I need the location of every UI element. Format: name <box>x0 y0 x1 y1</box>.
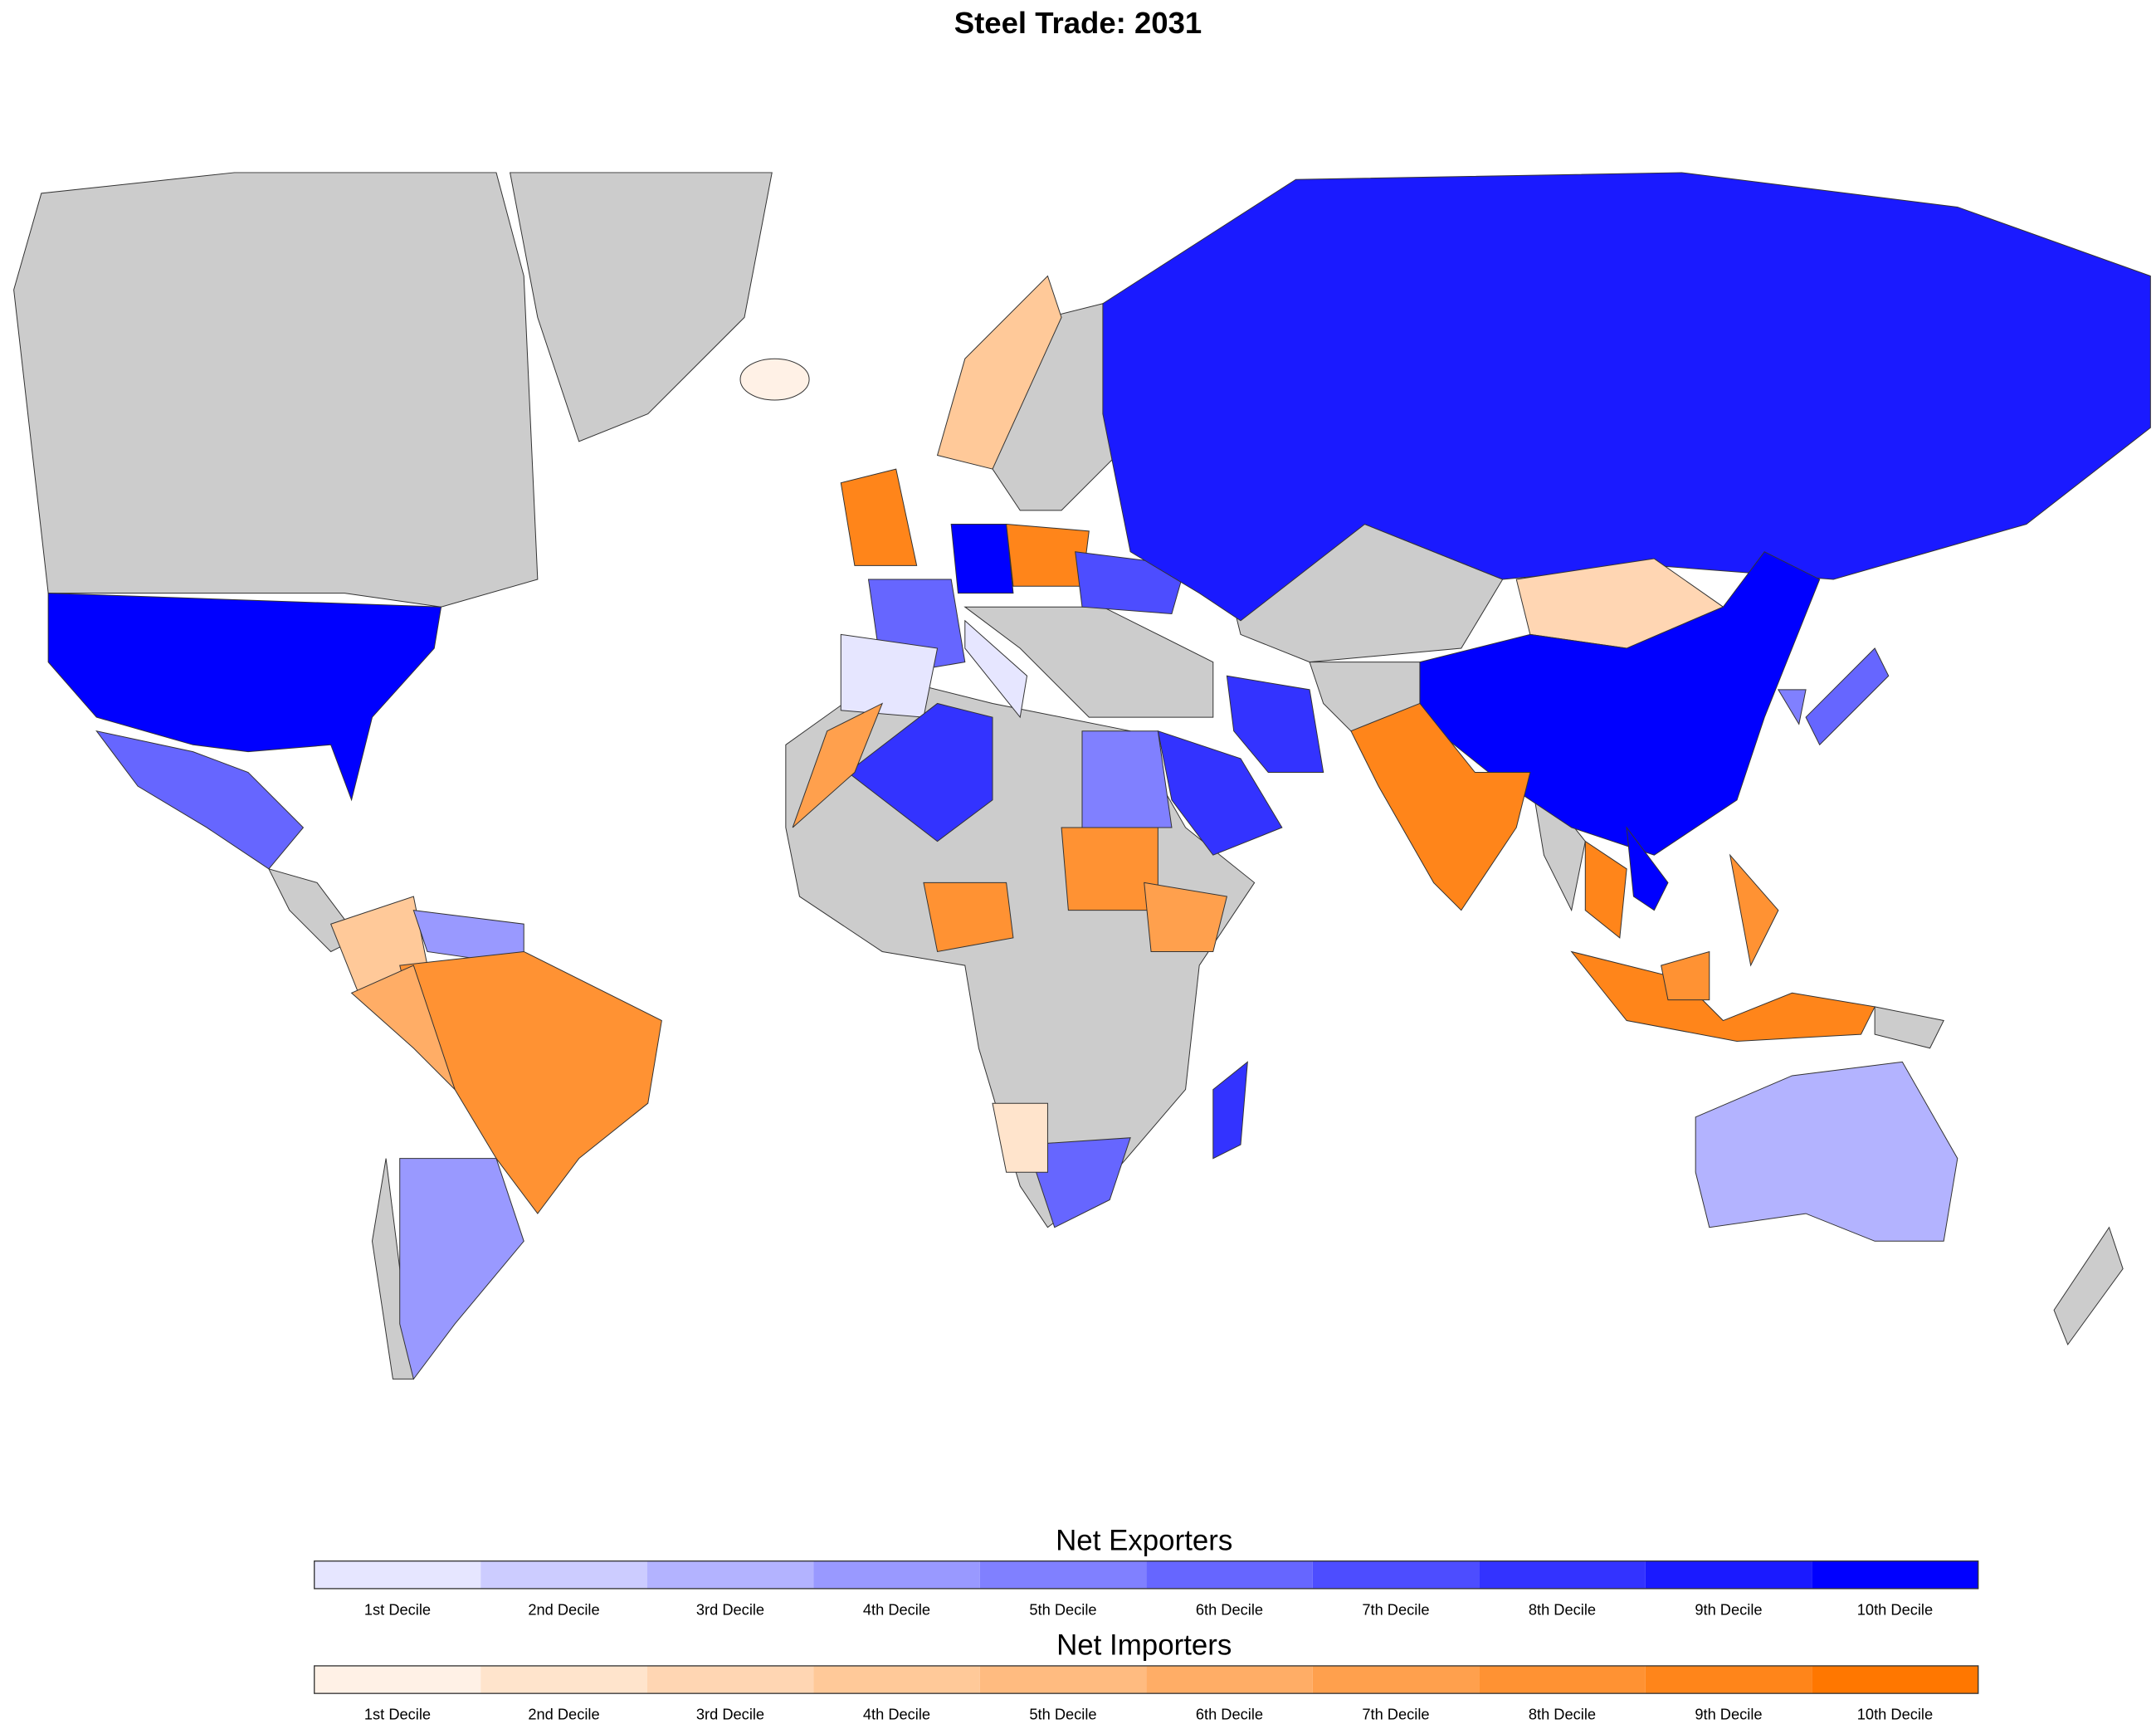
land <box>2053 1226 2124 1346</box>
colorbar-label: 4th Decile <box>863 1600 930 1618</box>
colorbar-segment <box>1479 1560 1646 1589</box>
colorbar-segment <box>1645 1560 1812 1589</box>
country <box>846 702 993 842</box>
colorbar-label: 1st Decile <box>364 1706 431 1723</box>
country <box>1026 1137 1131 1228</box>
colorbar-label: 3rd Decile <box>696 1600 764 1618</box>
colorbar-label: 6th Decile <box>1196 1600 1263 1618</box>
colorbar-label: 2nd Decile <box>528 1600 599 1618</box>
country <box>47 593 442 802</box>
country <box>840 468 918 566</box>
country <box>1661 950 1710 1001</box>
colorbar-segment <box>1479 1665 1646 1694</box>
country <box>399 1158 524 1380</box>
colorbar-label: 10th Decile <box>1857 1706 1933 1723</box>
colorbar-label: 4th Decile <box>863 1706 930 1723</box>
colorbar-label: 2nd Decile <box>528 1706 599 1723</box>
country <box>1350 702 1531 911</box>
map <box>13 172 2151 1380</box>
colorbar-label: 8th Decile <box>1529 1600 1596 1618</box>
colorbar-segment <box>979 1560 1147 1589</box>
colorbar-segment <box>813 1560 980 1589</box>
colorbar-label: 9th Decile <box>1695 1706 1762 1723</box>
colorbar-segment <box>813 1665 980 1694</box>
country <box>1777 689 1807 725</box>
country <box>350 965 456 1090</box>
country <box>1570 950 1876 1042</box>
colorbar-segment <box>480 1560 647 1589</box>
country <box>923 882 1014 953</box>
country <box>950 524 1014 594</box>
colorbar-segment <box>480 1665 647 1694</box>
country <box>1081 730 1173 828</box>
country <box>964 619 1028 719</box>
colorbar-segment <box>1146 1560 1313 1589</box>
country <box>1102 172 2151 622</box>
colorbar-label: 10th Decile <box>1857 1600 1933 1618</box>
country <box>1626 826 1669 911</box>
colorbar-label: 5th Decile <box>1029 1706 1096 1723</box>
colorbar-segment <box>979 1665 1147 1694</box>
legend-title: Net Exporters <box>1056 1524 1232 1556</box>
land <box>13 172 539 608</box>
map-title: Steel Trade: 2031 <box>954 6 1202 40</box>
colorbar-frame <box>314 1560 1979 1590</box>
country <box>739 358 810 401</box>
colorbar-segment <box>1645 1665 1812 1694</box>
colorbar-label: 7th Decile <box>1362 1600 1429 1618</box>
country <box>1729 853 1779 967</box>
colorbar-segment <box>646 1560 814 1589</box>
country <box>1695 1061 1958 1242</box>
colorbar-frame <box>314 1665 1979 1694</box>
country <box>1226 675 1324 774</box>
country <box>1584 840 1627 939</box>
country <box>992 1102 1048 1173</box>
legend-title: Net Importers <box>1056 1629 1232 1662</box>
land <box>510 172 773 442</box>
colorbar-segment <box>1812 1560 1978 1589</box>
country <box>1061 827 1158 911</box>
colorbar-label: 6th Decile <box>1196 1706 1263 1723</box>
country <box>840 633 939 718</box>
colorbar-label: 9th Decile <box>1695 1600 1762 1618</box>
colorbar-label: 1st Decile <box>364 1600 431 1618</box>
country <box>1144 882 1228 952</box>
country <box>1212 1061 1248 1160</box>
colorbar-segment <box>1146 1665 1313 1694</box>
colorbar-label: 8th Decile <box>1529 1706 1596 1723</box>
country <box>95 730 305 870</box>
colorbar-segment <box>1812 1665 1978 1694</box>
legend: Net Exporters 1st Decile 2nd Decile 3rd Dec… <box>314 1524 1979 1723</box>
colorbar-label: 3rd Decile <box>696 1706 764 1723</box>
colorbar-label: 7th Decile <box>1362 1706 1429 1723</box>
country <box>792 702 884 828</box>
colorbar-segment <box>646 1665 814 1694</box>
country <box>1157 730 1283 856</box>
country <box>1805 647 1890 746</box>
colorbar-segment <box>1312 1665 1480 1694</box>
colorbar-label: 5th Decile <box>1029 1600 1096 1618</box>
colorbar-segment <box>314 1665 481 1694</box>
colorbar-segment <box>1312 1560 1480 1589</box>
colorbar-segment <box>314 1560 481 1589</box>
land <box>1874 1006 1944 1049</box>
country <box>936 275 1062 470</box>
